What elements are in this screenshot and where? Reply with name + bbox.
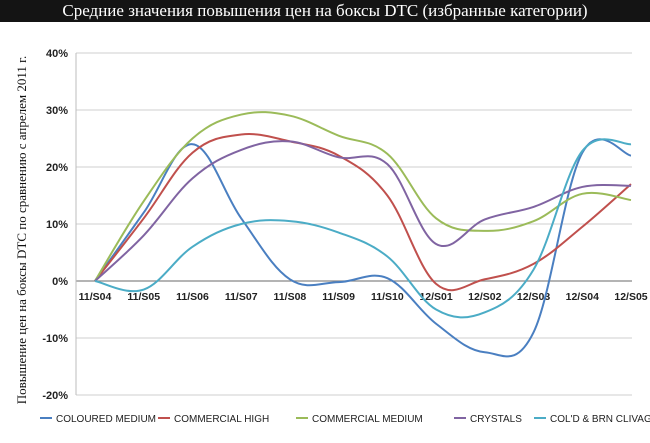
x-tick-label: 11/S10 [371, 291, 404, 303]
x-tick-label: 11/S06 [176, 291, 209, 303]
legend-entry: COLOURED MEDIUM [56, 414, 156, 425]
series-line-commercial-high [94, 133, 632, 292]
y-tick-label: 10% [46, 219, 68, 231]
legend-entry: COL'D & BRN CLIVAGE [550, 414, 650, 425]
series-line-crystals [94, 140, 632, 282]
x-tick-label: 11/S05 [127, 291, 160, 303]
x-tick-label: 11/S04 [79, 291, 112, 303]
x-tick-label: 11/S09 [322, 291, 355, 303]
legend-entry: CRYSTALS [470, 414, 522, 425]
series-lines [94, 111, 632, 358]
legend: COLOURED MEDIUM COMMERCIAL HIGH COMMERCIAL… [40, 414, 650, 425]
y-tick-label: 0% [52, 276, 68, 288]
y-tick-labels: -20% -10% 0% 10% 20% 30% 40% [42, 48, 68, 402]
y-tick-label: 40% [46, 48, 68, 60]
chart-title: Средние значения повышения цен на боксы … [0, 0, 650, 22]
y-tick-label: 30% [46, 105, 68, 117]
series-line-commercial-medium [94, 111, 632, 282]
y-tick-label: -20% [42, 390, 68, 402]
grid-lines [75, 52, 632, 396]
x-tick-label: 12/S05 [614, 291, 647, 303]
x-tick-label: 12/S02 [468, 291, 501, 303]
x-tick-label: 11/S08 [274, 291, 307, 303]
x-tick-label: 12/S04 [566, 291, 599, 303]
y-tick-label: 20% [46, 162, 68, 174]
x-tick-label: 12/S01 [419, 291, 452, 303]
legend-entry: COMMERCIAL HIGH [174, 414, 269, 425]
x-tick-label: 11/S07 [225, 291, 258, 303]
y-axis-label: Повышение цен на боксы DTC по сравнению … [14, 56, 29, 404]
x-tick-labels: 11/S04 11/S05 11/S06 11/S07 11/S08 11/S09 11/S… [79, 291, 648, 303]
series-line-col-d-brn-clivage [94, 138, 632, 319]
legend-entry: COMMERCIAL MEDIUM [312, 414, 423, 425]
y-tick-label: -10% [42, 333, 68, 345]
x-tick-label: 12/S03 [517, 291, 550, 303]
